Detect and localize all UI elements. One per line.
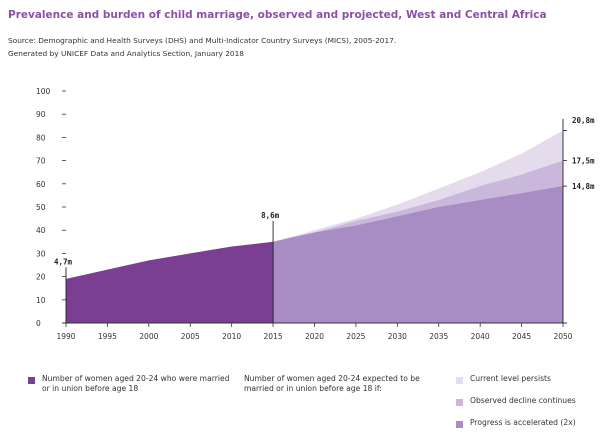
legend-swatch-current-level [456, 377, 463, 384]
annotation-label: 17,5m [572, 157, 595, 166]
legend-label-current-level: Current level persists [470, 374, 551, 383]
y-tick-label: 10 [36, 296, 46, 305]
y-tick-label: 100 [36, 87, 51, 96]
annotation-label: 20,8m [572, 116, 595, 125]
x-tick-label: 2050 [553, 332, 572, 341]
y-tick-label: 30 [36, 249, 46, 258]
x-tick-label: 2000 [139, 332, 158, 341]
legend-label-accelerated: Progress is accelerated (2x) [470, 418, 576, 427]
x-tick-label: 2030 [388, 332, 407, 341]
y-tick-label: 50 [36, 203, 46, 212]
y-tick-label: 60 [36, 180, 46, 189]
x-tick-label: 2040 [471, 332, 490, 341]
source-line-2: Generated by UNICEF Data and Analytics S… [8, 49, 245, 58]
annotation-label: 8,6m [261, 211, 280, 220]
annotation-label: 4,7m [54, 257, 73, 266]
x-tick-label: 2035 [429, 332, 448, 341]
x-tick-label: 2010 [222, 332, 241, 341]
y-tick-label: 70 [36, 157, 46, 166]
legend-swatch-observed [28, 377, 35, 384]
y-tick-label: 20 [36, 273, 46, 282]
legend-label-expected: Number of women aged 20-24 expected to b… [244, 374, 420, 393]
source-line-1: Source: Demographic and Health Surveys (… [8, 36, 397, 45]
area-observed [66, 241, 274, 323]
y-tick-label: 40 [36, 226, 46, 235]
chart-title: Prevalence and burden of child marriage,… [8, 9, 547, 21]
legend-label-observed-decline: Observed decline continues [470, 396, 576, 405]
annotation-label: 14,8m [572, 182, 595, 191]
x-tick-label: 2045 [512, 332, 531, 341]
x-tick-label: 2005 [181, 332, 200, 341]
y-tick-label: 90 [36, 110, 46, 119]
legend-label-observed: Number of women aged 20-24 who were marr… [42, 374, 230, 393]
area-accelerated [273, 186, 563, 323]
x-tick-label: 2015 [264, 332, 283, 341]
x-tick-label: 1995 [98, 332, 117, 341]
x-tick-label: 2025 [346, 332, 365, 341]
legend-swatch-accelerated [456, 421, 463, 428]
legend-swatch-observed-decline [456, 399, 463, 406]
y-tick-label: 0 [36, 319, 41, 328]
y-tick-label: 80 [36, 133, 46, 142]
x-tick-label: 1990 [56, 332, 75, 341]
x-tick-label: 2020 [305, 332, 324, 341]
chart-source: Source: Demographic and Health Surveys (… [8, 34, 598, 60]
